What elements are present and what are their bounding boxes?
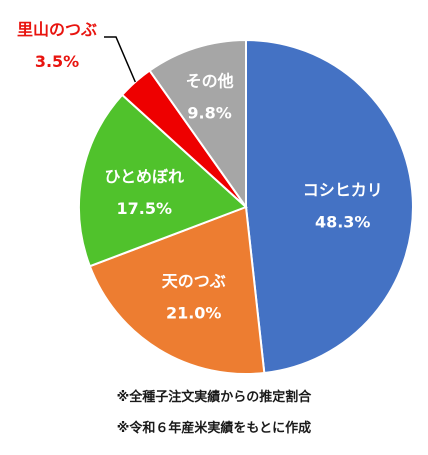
slice-value-label: 3.5% (35, 52, 79, 71)
slice-category-label: 里山のつぶ (17, 20, 97, 39)
slice-category-label: ひとめぼれ (105, 167, 185, 186)
footnote-estimate: ※全種子注文実績からの推定割合 (116, 390, 312, 405)
pie-slice (148, 38, 247, 211)
pie-slice (245, 38, 414, 375)
pie-slice (88, 205, 266, 375)
slice-value-label: 9.8% (187, 103, 231, 122)
slice-category-label: コシヒカリ (303, 181, 383, 200)
slice-value-label: 17.5% (117, 199, 173, 218)
slice-value-label: 48.3% (315, 213, 371, 232)
leader-line (104, 36, 136, 83)
slice-category-label: 天のつぶ (162, 272, 226, 291)
slice-value-label: 21.0% (166, 304, 222, 323)
pie-slice (77, 93, 248, 268)
pie-chart: コシヒカリ 48.3% 天のつぶ 21.0% ひとめぼれ 17.5% 里山のつぶ 3.5% その… (17, 20, 414, 375)
footnote-source: ※令和６年産米実績をもとに作成 (116, 421, 312, 436)
slice-category-label: その他 (186, 71, 234, 90)
